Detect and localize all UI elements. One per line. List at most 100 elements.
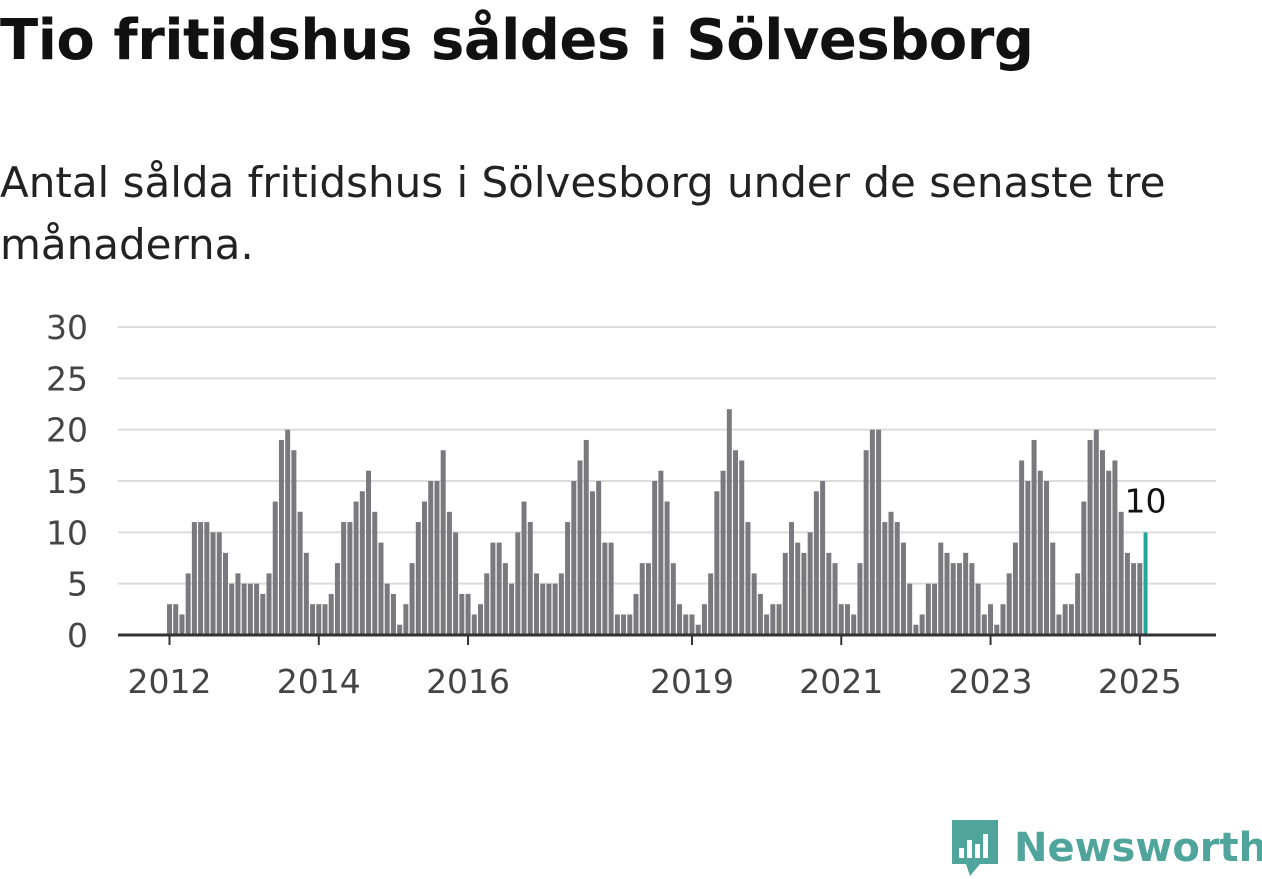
bar: [341, 522, 347, 635]
bar: [1112, 460, 1118, 635]
bar: [670, 563, 676, 635]
bar: [714, 491, 720, 635]
bar: [857, 563, 863, 635]
chart-title: Tio fritidshus såldes i Sölvesborg: [0, 8, 1034, 73]
y-tick-label: 10: [46, 513, 88, 552]
bar: [384, 583, 390, 635]
bar: [515, 532, 521, 635]
bar: [621, 614, 627, 635]
bar: [726, 409, 732, 635]
bar: [956, 563, 962, 635]
bar: [932, 583, 938, 635]
bar: [876, 429, 882, 635]
bar: [981, 614, 987, 635]
bar: [403, 604, 409, 635]
bar: [353, 501, 359, 635]
bar: [316, 604, 322, 635]
bar: [540, 583, 546, 635]
bar: [179, 614, 185, 635]
bar: [185, 573, 191, 635]
bar: [894, 522, 900, 635]
bar: [614, 614, 620, 635]
bar: [1100, 450, 1105, 635]
bar: [254, 583, 260, 635]
bar: [347, 522, 353, 635]
bar: [459, 593, 465, 635]
bar: [844, 604, 850, 635]
bar: [552, 583, 558, 635]
bar: [677, 604, 683, 635]
bar: [900, 542, 906, 635]
bar: [546, 583, 552, 635]
bar: [695, 624, 701, 635]
bar: [938, 542, 944, 635]
x-tick-label: 2012: [128, 662, 212, 701]
bar: [689, 614, 695, 635]
bar: [1124, 552, 1130, 635]
bar: [527, 522, 533, 635]
bar: [310, 604, 316, 635]
bar: [167, 604, 172, 635]
bar: [272, 501, 278, 635]
bar: [191, 522, 197, 635]
bar: [291, 450, 297, 635]
bar: [795, 542, 801, 635]
bar: [378, 542, 384, 635]
bar: [428, 481, 434, 635]
bar: [826, 552, 832, 635]
bar: [266, 573, 272, 635]
bar: [720, 470, 726, 635]
bar: [278, 439, 284, 635]
bar: [1118, 511, 1124, 635]
y-tick-label: 15: [46, 462, 88, 501]
bar: [745, 522, 751, 635]
bar: [589, 491, 595, 635]
bar: [683, 614, 689, 635]
bar: [832, 563, 838, 635]
bar: [813, 491, 819, 635]
bar: [851, 614, 857, 635]
bar: [645, 563, 651, 635]
bar: [484, 573, 490, 635]
bar: [602, 542, 608, 635]
y-tick-label: 20: [46, 411, 88, 450]
bar: [782, 552, 788, 635]
bar: [533, 573, 539, 635]
bar: [963, 552, 969, 635]
bar: [975, 583, 981, 635]
bar: [558, 573, 564, 635]
bar: [1019, 460, 1025, 635]
bar: [334, 563, 340, 635]
bar: [372, 511, 378, 635]
bar: [440, 450, 446, 635]
bar: [204, 522, 210, 635]
bar: [1031, 439, 1037, 635]
bar: [596, 481, 602, 635]
bar: [664, 501, 670, 635]
bar: [297, 511, 303, 635]
bar: [322, 604, 328, 635]
bar: [1006, 573, 1012, 635]
y-tick-label: 25: [46, 359, 88, 398]
bar: [776, 604, 782, 635]
bar: [1062, 604, 1068, 635]
bar: [633, 593, 639, 635]
bar: [490, 542, 496, 635]
bar: [409, 563, 415, 635]
bar: [919, 614, 925, 635]
bar: [1131, 563, 1137, 635]
bar: [390, 593, 396, 635]
bar: [1044, 481, 1050, 635]
x-tick-label: 2023: [949, 662, 1033, 701]
bar: [944, 552, 950, 635]
bar: [770, 604, 776, 635]
bar: [969, 563, 975, 635]
bar: [757, 593, 763, 635]
bar: [229, 583, 235, 635]
bar: [988, 604, 994, 635]
bar: [1012, 542, 1018, 635]
bar: [446, 511, 452, 635]
bar: [222, 552, 228, 635]
bar: [1137, 563, 1143, 635]
